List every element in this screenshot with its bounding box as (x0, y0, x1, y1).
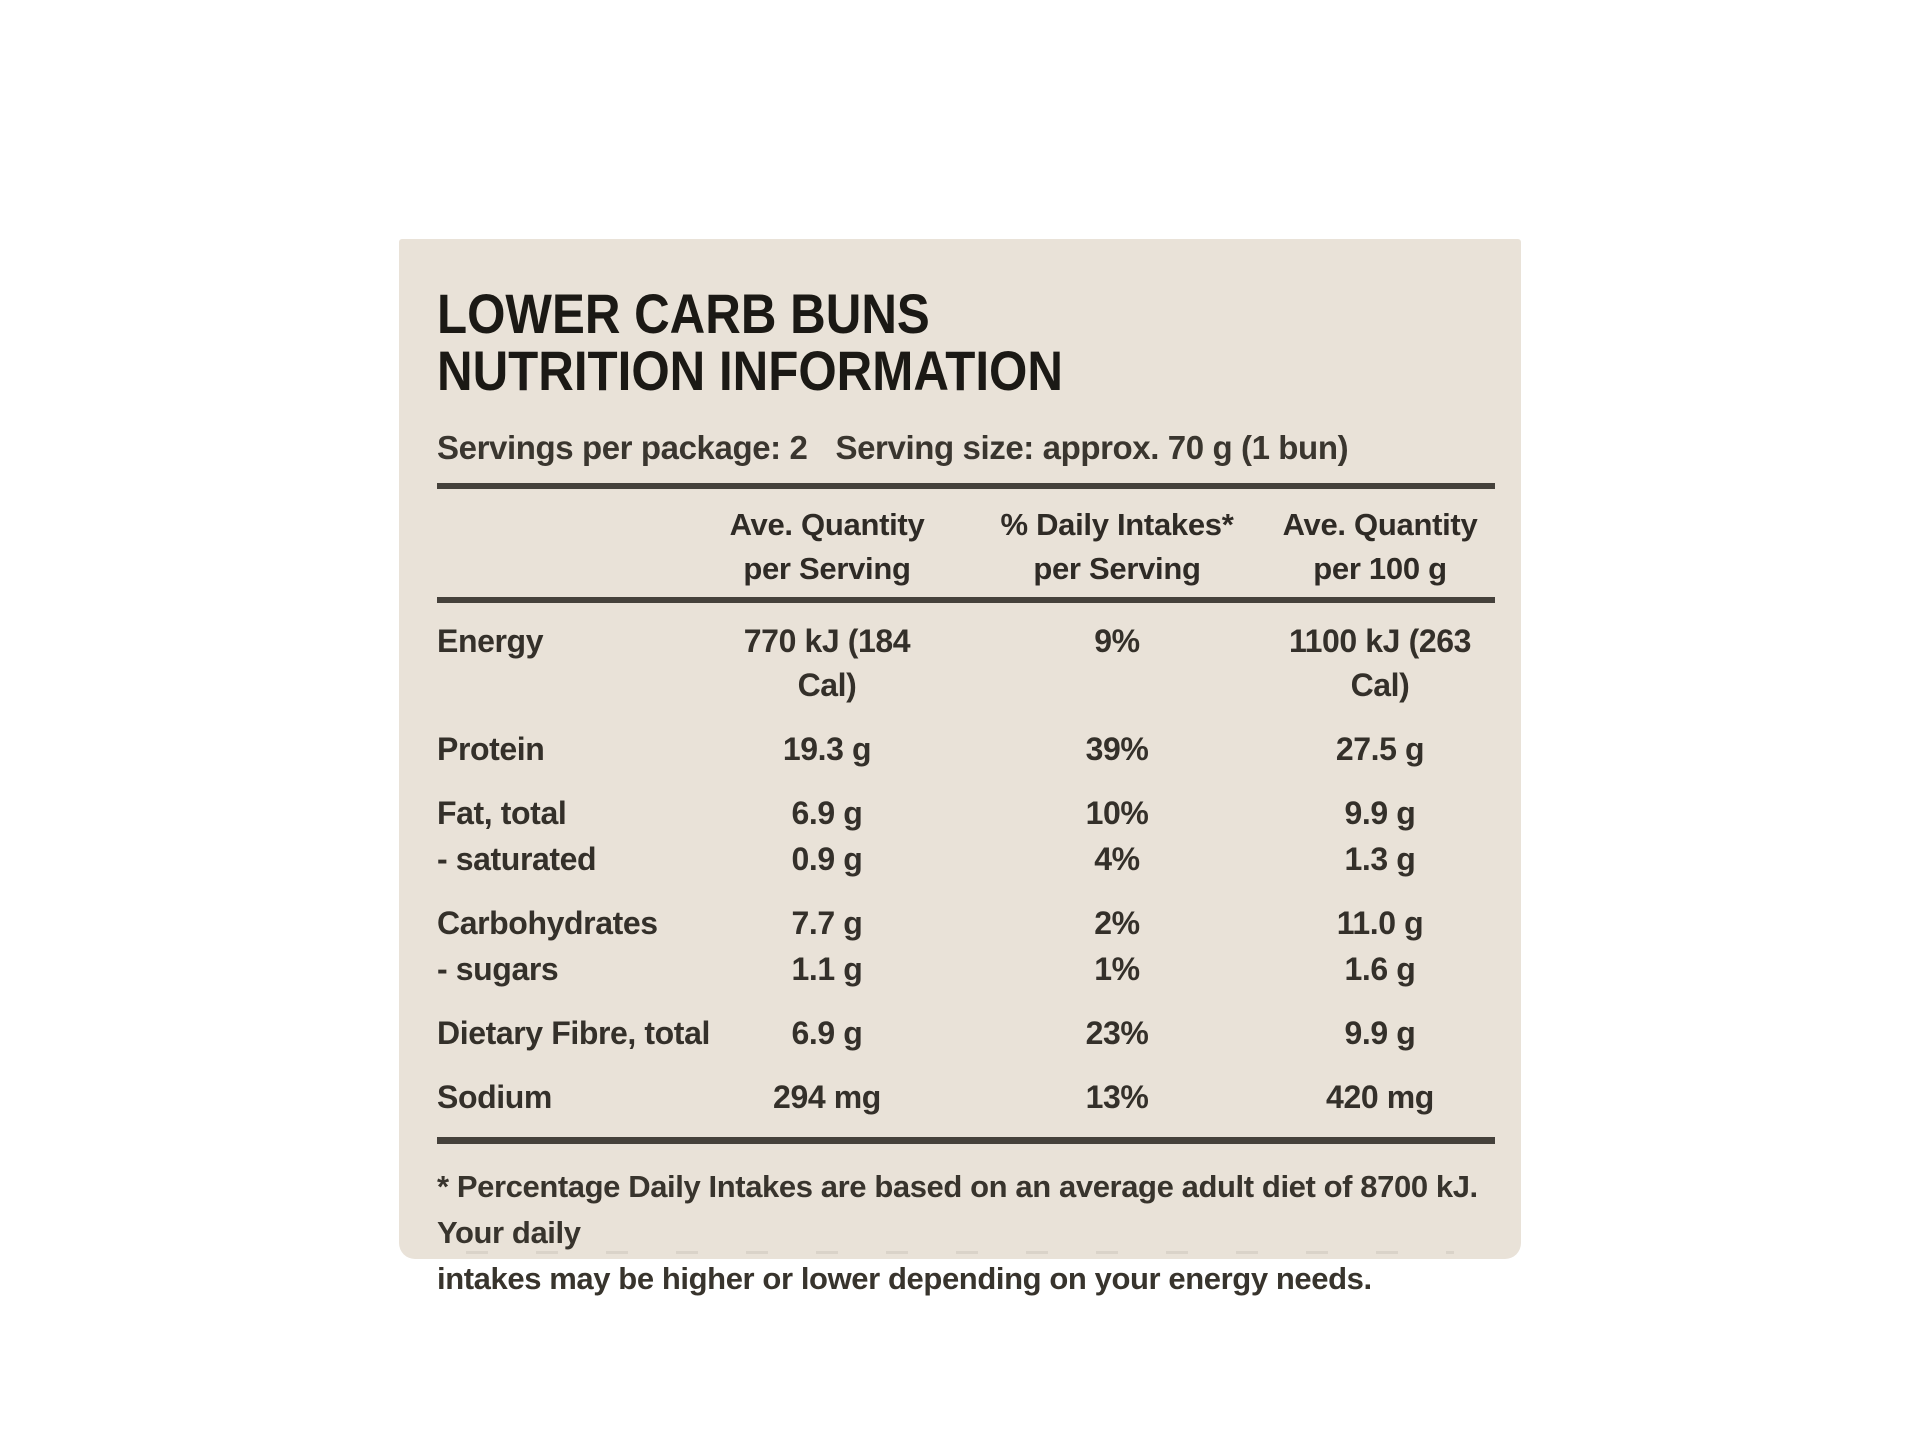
row-label: Sodium (437, 1079, 552, 1115)
title-line-1: LOWER CARB BUNS (437, 282, 930, 345)
header-line: % Daily Intakes* (1000, 507, 1234, 542)
row-per-100g-value: 9.9 g (1344, 795, 1416, 831)
row-per-serving-value: 6.9 g (791, 1015, 863, 1051)
row-daily-intake-value: 4% (1094, 841, 1140, 877)
row-label: - sugars (437, 951, 559, 987)
table-row: Dietary Fibre, total 6.9 g 23% 9.9 g (437, 1011, 1495, 1055)
row-per-100g-value: 1.6 g (1344, 951, 1416, 987)
row-per-serving-value: 1.1 g (791, 951, 863, 987)
table-row: Energy 770 kJ (184 Cal) 9% 1100 kJ (263 … (437, 619, 1495, 707)
row-per-serving-value: 294 mg (773, 1079, 881, 1115)
row-daily-intake-value: 23% (1085, 1015, 1149, 1051)
panel-title: LOWER CARB BUNS NUTRITION INFORMATION (437, 285, 1368, 399)
header-line: per Serving (1033, 551, 1201, 586)
row-per-100g-value: 9.9 g (1344, 1015, 1416, 1051)
row-label: Energy (437, 623, 544, 659)
servings-per-package: Servings per package: 2 (437, 429, 808, 466)
row-per-serving-value: 0.9 g (791, 841, 863, 877)
footnote: * Percentage Daily Intakes are based on … (437, 1164, 1495, 1302)
table-row: - saturated 0.9 g 4% 1.3 g (437, 837, 1495, 881)
row-label: Carbohydrates (437, 905, 658, 941)
table-row: Protein 19.3 g 39% 27.5 g (437, 727, 1495, 771)
serving-size: Serving size: approx. 70 g (1 bun) (835, 429, 1349, 466)
row-per-100g-value: 27.5 g (1335, 731, 1425, 767)
footnote-line-2: intakes may be higher or lower depending… (437, 1261, 1372, 1296)
nutrition-table: Energy 770 kJ (184 Cal) 9% 1100 kJ (263 … (437, 619, 1495, 1119)
row-per-serving-value: 7.7 g (791, 905, 863, 941)
divider-bottom (437, 1137, 1495, 1144)
row-per-100g-value: 11.0 g (1336, 905, 1424, 941)
table-header-row: Ave. Quantity per Serving % Daily Intake… (437, 503, 1495, 591)
nutrition-panel: LOWER CARB BUNS NUTRITION INFORMATION Se… (399, 239, 1521, 1296)
table-row: - sugars 1.1 g 1% 1.6 g (437, 947, 1495, 991)
header-line: Ave. Quantity (729, 507, 925, 542)
table-row: Fat, total 6.9 g 10% 9.9 g (437, 791, 1495, 835)
scan-artifact (466, 1251, 1454, 1254)
row-per-serving-value: 19.3 g (782, 731, 872, 767)
table-row: Sodium 294 mg 13% 420 mg (437, 1075, 1495, 1119)
column-header-daily-intakes-per-serving: % Daily Intakes* per Serving (977, 503, 1257, 591)
row-label: - saturated (437, 841, 597, 877)
serving-info: Servings per package: 2 Serving size: ap… (437, 429, 1495, 467)
row-daily-intake-value: 10% (1085, 795, 1149, 831)
table-row: Carbohydrates 7.7 g 2% 11.0 g (437, 901, 1495, 945)
column-header-ave-quantity-per-100g: Ave. Quantity per 100 g (1277, 503, 1483, 591)
row-label: Protein (437, 731, 545, 767)
header-line: Ave. Quantity (1282, 507, 1478, 542)
title-line-2: NUTRITION INFORMATION (437, 339, 1063, 402)
row-daily-intake-value: 39% (1085, 731, 1149, 767)
row-per-100g-value: 1100 kJ (263 Cal) (1288, 623, 1472, 703)
column-header-ave-quantity-per-serving: Ave. Quantity per Serving (717, 503, 937, 591)
row-label: Fat, total (437, 795, 567, 831)
row-per-serving-value: 6.9 g (791, 795, 863, 831)
footnote-line-1: * Percentage Daily Intakes are based on … (437, 1169, 1478, 1250)
divider-top (437, 483, 1495, 489)
row-per-100g-value: 1.3 g (1344, 841, 1416, 877)
row-daily-intake-value: 9% (1094, 623, 1140, 659)
row-label: Dietary Fibre, total (437, 1015, 710, 1051)
header-line: per 100 g (1313, 551, 1447, 586)
row-daily-intake-value: 2% (1094, 905, 1140, 941)
row-per-serving-value: 770 kJ (184 Cal) (743, 623, 911, 703)
row-daily-intake-value: 13% (1085, 1079, 1149, 1115)
row-daily-intake-value: 1% (1094, 951, 1140, 987)
row-per-100g-value: 420 mg (1326, 1079, 1434, 1115)
header-line: per Serving (743, 551, 911, 586)
divider-header (437, 597, 1495, 603)
